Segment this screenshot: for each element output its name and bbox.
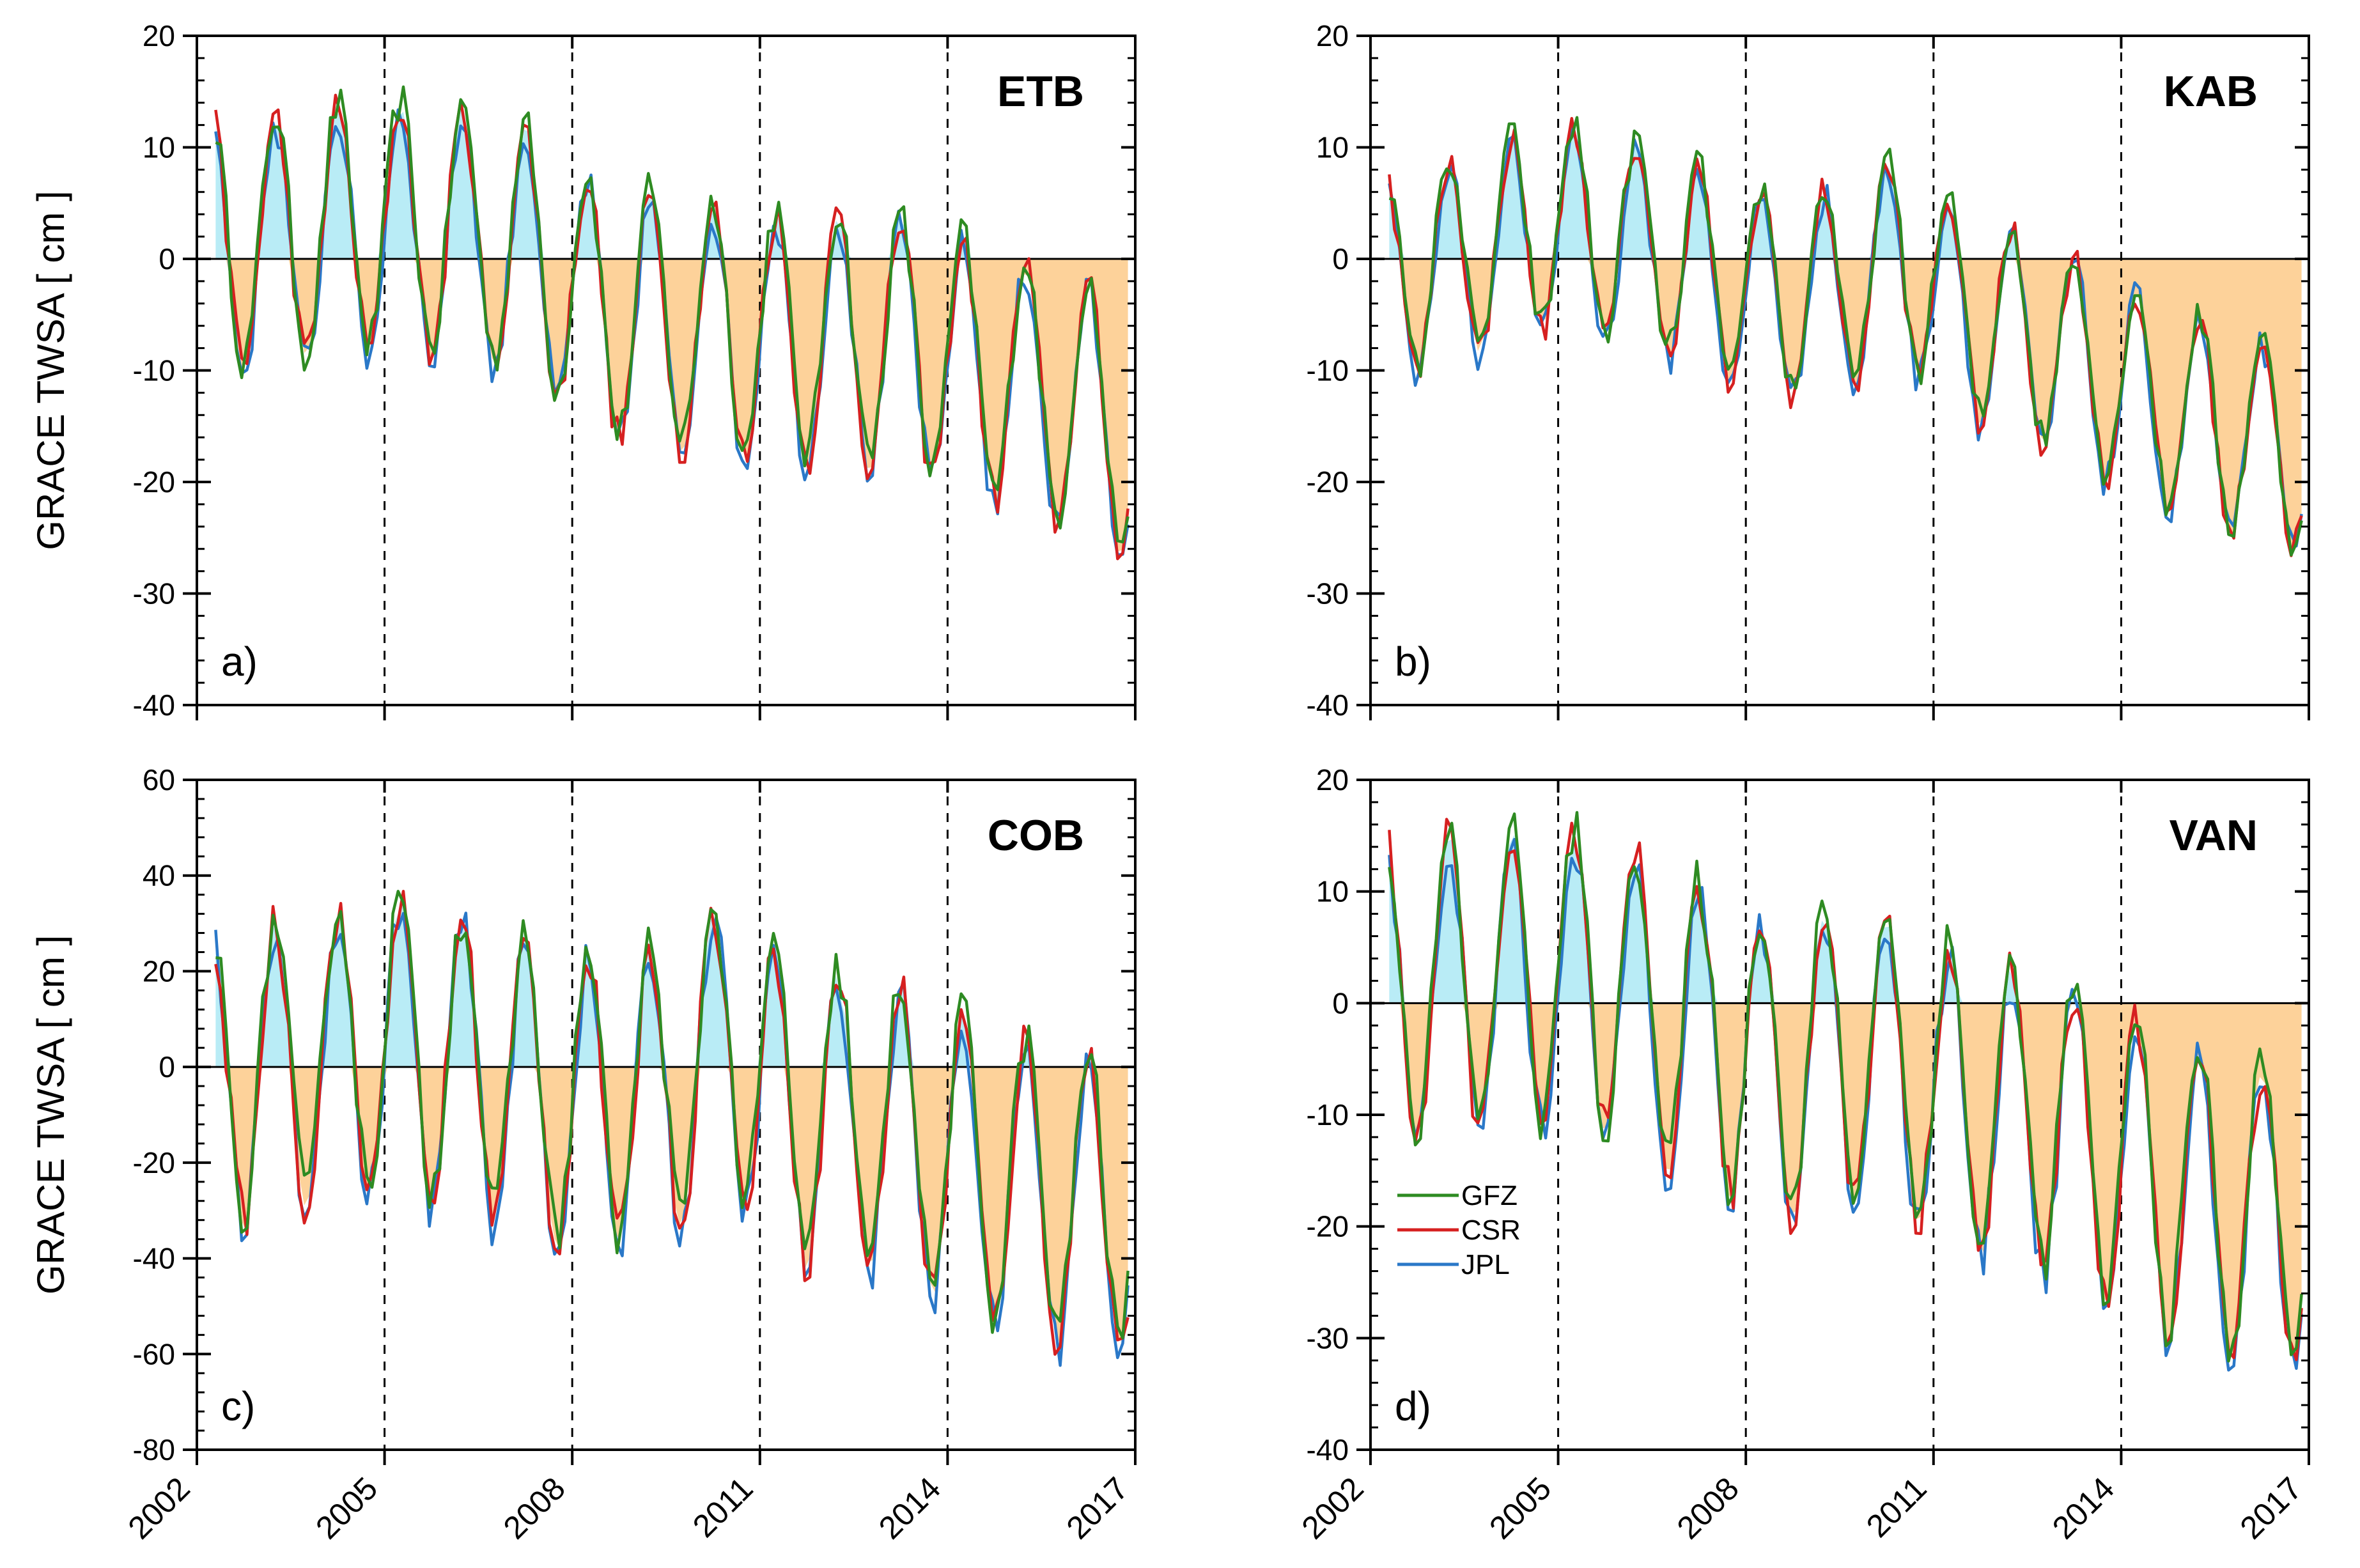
y-tick-label: 0 [159,1050,175,1083]
y-tick-label: 0 [159,242,175,276]
negative-anomaly-fill [1389,1003,2302,1361]
y-tick-label: -40 [1307,1433,1349,1466]
negative-anomaly-fill [215,259,1128,552]
basin-name-label: ETB [997,67,1084,116]
chart-panel-van: 20 10 0 -10 -20 -30 -40 2002 2005 2008 2011 2014 201… [1295,763,2310,1546]
basin-name-label: KAB [2164,67,2258,116]
y-tick-label: -20 [133,1146,175,1179]
x-tick-label-2014: 2014 [2046,1470,2121,1546]
series-line-gfz [1388,116,2303,557]
y-tick-label: 0 [1332,242,1349,276]
y-tick-label: -10 [1307,1098,1349,1131]
panel-letter-label: c) [221,1383,255,1429]
y-tick-label: 10 [143,131,175,164]
plot-frame [196,779,1137,1451]
x-tick-label-2008: 2008 [1670,1470,1746,1546]
legend-label-jpl: JPL [1461,1249,1510,1280]
y-tick-label: 10 [1316,875,1349,908]
chart-panel-kab: 20 10 0 -10 -20 -30 -40 KAB b) [1307,19,2310,722]
y-tick-label: 60 [143,763,175,796]
y-tick-label: -20 [1307,1210,1349,1243]
y-tick-label: 20 [1316,763,1349,796]
y-tick-label: -20 [1307,465,1349,499]
chart-panel-etb: 20 10 0 -10 -20 -30 -40 ETB a) [133,19,1137,722]
y-tick-label: -10 [133,354,175,387]
y-axis-title: GRACE TWSA [ cm ] [29,190,72,550]
x-tick-label-2011: 2011 [1859,1470,1934,1544]
x-tick-label-2017: 2017 [1060,1470,1135,1546]
y-tick-label: -30 [1307,1321,1349,1355]
positive-anomaly-fill [1389,127,2302,259]
y-tick-label: -30 [133,577,175,610]
y-tick-label: 20 [143,19,175,52]
y-tick-label: -30 [1307,577,1349,610]
x-tick-label-2014: 2014 [872,1470,947,1546]
y-tick-label: -40 [133,688,175,722]
y-tick-label: 20 [143,954,175,988]
legend-label-gfz: GFZ [1461,1180,1518,1211]
series-line-gfz [215,890,1130,1340]
x-tick-label-2002: 2002 [121,1470,197,1546]
x-tick-label-2005: 2005 [1482,1470,1558,1546]
y-tick-label: -40 [1307,688,1349,722]
positive-anomaly-fill [1389,834,2302,1004]
y-tick-label: 0 [1332,986,1349,1020]
y-tick-label: -80 [133,1433,175,1466]
legend-label-csr: CSR [1461,1215,1521,1246]
panel-letter-label: b) [1395,639,1431,685]
y-tick-label: -10 [1307,354,1349,387]
y-tick-label: -20 [133,465,175,499]
y-tick-label: -40 [133,1242,175,1275]
x-tick-label-2002: 2002 [1295,1470,1370,1546]
series-line-gfz [1388,811,2303,1363]
panel-letter-label: d) [1395,1383,1431,1429]
x-tick-label-2011: 2011 [686,1470,760,1544]
positive-anomaly-fill [215,902,1128,1067]
panel-letter-label: a) [221,639,258,685]
x-tick-label-2008: 2008 [497,1470,572,1546]
y-tick-label: 10 [1316,131,1349,164]
y-tick-label: 20 [1316,19,1349,52]
series-line-gfz [215,85,1130,544]
y-tick-label: -60 [133,1337,175,1370]
y-axis-title: GRACE TWSA [ cm ] [29,935,72,1294]
x-tick-label-2017: 2017 [2233,1470,2309,1546]
chart-panel-cob: 60 40 20 0 -20 -40 -60 -80 2002 2005 2008 2011 2014 2… [121,763,1137,1546]
x-tick-label-2005: 2005 [309,1470,384,1546]
basin-name-label: VAN [2169,811,2258,860]
basin-name-label: COB [988,811,1084,860]
y-tick-label: 40 [143,859,175,892]
